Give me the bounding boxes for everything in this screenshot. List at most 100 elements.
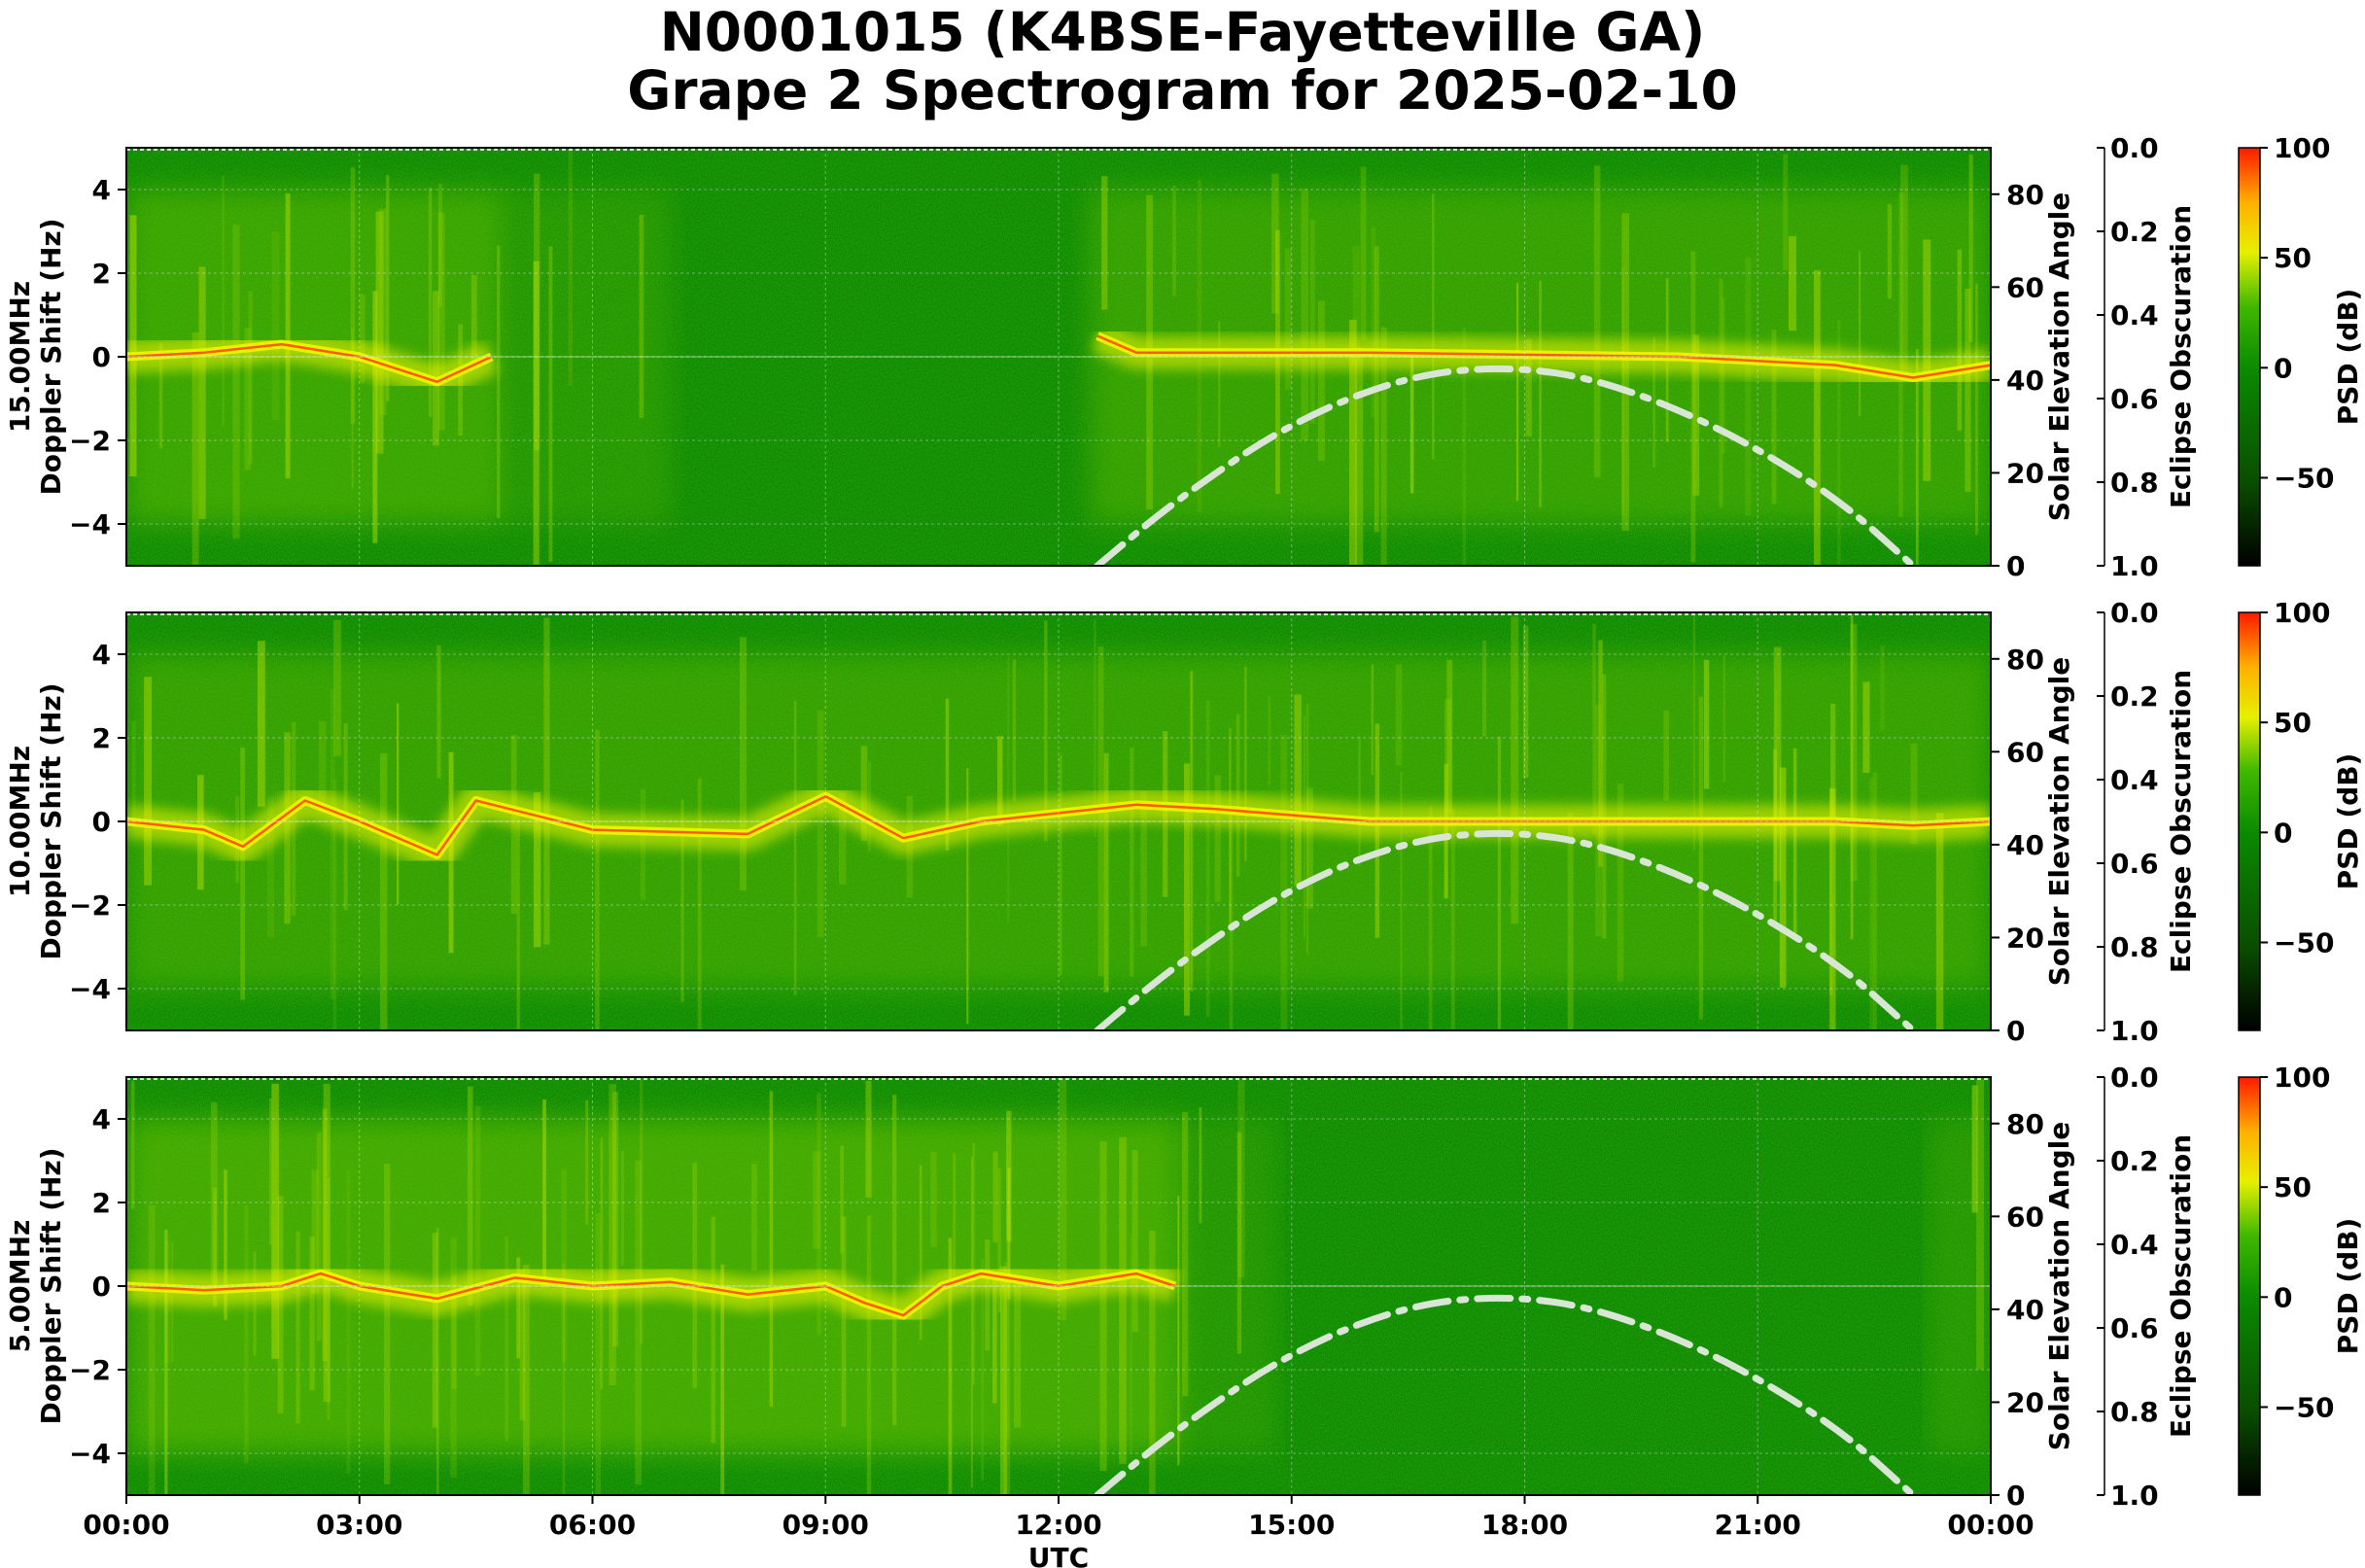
spread-streak	[332, 779, 337, 1030]
spread-streak	[609, 1084, 616, 1386]
spread-streak	[542, 1099, 546, 1288]
spread-streak	[1014, 1282, 1022, 1428]
spread-streak	[970, 1157, 973, 1488]
spread-streak	[1968, 154, 1973, 343]
spread-streak	[817, 1093, 821, 1336]
frequency-label: 15.00MHz	[4, 281, 36, 433]
right-tick-label: 40	[2006, 1294, 2044, 1326]
spread-streak	[1745, 258, 1752, 516]
spread-streak	[534, 173, 540, 451]
spread-streak	[1103, 752, 1109, 993]
spread-streak	[639, 1077, 643, 1343]
y-tick-label: −4	[69, 973, 111, 1005]
spread-streak	[322, 1108, 328, 1362]
spread-streak	[1149, 1230, 1156, 1495]
spread-streak	[271, 231, 280, 420]
eclipse-tick-label: 0.8	[2110, 931, 2159, 963]
spread-streak	[1044, 620, 1048, 842]
spread-streak	[1652, 336, 1655, 468]
frequency-label: 5.00MHz	[4, 1220, 36, 1353]
y-tick-label: −2	[69, 425, 111, 457]
colorbar-tick-label: 50	[2274, 242, 2312, 274]
spread-streak	[1093, 618, 1096, 837]
spread-streak	[720, 1264, 724, 1495]
spread-streak	[1400, 771, 1403, 1030]
spread-streak	[1850, 623, 1858, 882]
spread-streak	[953, 1153, 956, 1281]
spread-streak	[351, 327, 354, 489]
spread-streak	[1371, 664, 1374, 776]
spread-streak	[1229, 813, 1234, 1030]
spread-streak	[360, 294, 365, 383]
spread-streak	[945, 698, 950, 851]
eclipse-tick-label: 0.8	[2110, 1396, 2159, 1428]
x-axis-label: UTC	[1028, 1542, 1089, 1568]
spread-streak	[1450, 808, 1455, 1030]
spread-streak	[1567, 812, 1574, 1030]
right-tick-label: 20	[2006, 922, 2044, 954]
psd-colorbar	[2238, 611, 2261, 1031]
eclipse-tick-label: 0.4	[2110, 1229, 2159, 1261]
grid	[126, 148, 1991, 566]
eclipse-tick-label: 0.2	[2110, 216, 2159, 248]
spread-streak	[1371, 227, 1376, 418]
spread-streak	[1830, 703, 1836, 817]
spread-streak	[158, 342, 163, 449]
y-tick-label: 4	[92, 639, 111, 671]
spread-streak	[1130, 1233, 1132, 1452]
frequency-label: 10.00MHz	[4, 746, 36, 897]
eclipse-tick-label: 0.0	[2110, 597, 2159, 629]
spread-streak	[1497, 736, 1502, 1030]
spread-streak	[985, 1239, 991, 1351]
eclipse-tick-label: 0.4	[2110, 299, 2159, 331]
y-tick-label: −2	[69, 1354, 111, 1386]
spread-streak	[333, 619, 341, 756]
spread-streak	[996, 736, 1003, 826]
spread-streak	[548, 246, 553, 562]
spread-streak	[144, 677, 153, 886]
spread-streak	[595, 729, 600, 1030]
spread-streak	[1205, 700, 1210, 1018]
spread-streak	[841, 1216, 847, 1427]
spread-streak	[680, 799, 684, 1002]
spread-streak	[519, 1269, 526, 1421]
colorbar-tick-label: 100	[2274, 132, 2330, 164]
spread-streak	[1358, 736, 1361, 866]
spread-streak	[224, 1169, 227, 1320]
spread-streak	[318, 721, 327, 814]
spread-streak	[1511, 616, 1519, 924]
eclipse-tick-label: 0.4	[2110, 764, 2159, 796]
spread-streak	[1617, 783, 1624, 982]
chart-title-line1: N0001015 (K4BSE-Fayetteville GA)	[659, 1, 1706, 63]
spread-streak	[1294, 694, 1302, 887]
spread-streak	[639, 214, 644, 419]
spread-streak	[257, 641, 265, 807]
colorbar-tick-label: −50	[2274, 1391, 2334, 1423]
spread-streak	[428, 188, 433, 417]
spread-streak	[711, 1216, 715, 1444]
spread-streak	[981, 1258, 984, 1481]
spread-streak	[386, 175, 390, 402]
spread-streak	[1975, 283, 1978, 536]
spread-streak	[1237, 1079, 1245, 1278]
panel-15.00MHz: 420−2−415.00MHz Doppler Shift (Hz)8060402…	[4, 132, 2364, 582]
spread-streak	[1184, 763, 1190, 1016]
x-tick-label: 03:00	[316, 1509, 402, 1541]
spread-streak	[244, 328, 252, 470]
y-tick-label: 0	[92, 341, 111, 373]
x-tick-label: 09:00	[783, 1509, 869, 1541]
colorbar-tick-label: −50	[2274, 926, 2334, 958]
colorbar-tick-label: 100	[2274, 597, 2330, 629]
spread-streak	[311, 1169, 319, 1294]
spread-streak	[813, 1151, 820, 1250]
spread-streak	[1236, 1132, 1242, 1354]
spread-streak	[346, 1169, 351, 1475]
y-tick-label: 0	[92, 806, 111, 838]
right-axis-label: Solar Elevation Angle	[2043, 657, 2075, 986]
spread-streak	[600, 1137, 604, 1390]
right-axis-label: Solar Elevation Angle	[2043, 192, 2075, 521]
spread-streak	[372, 291, 378, 543]
spread-streak	[635, 1160, 643, 1485]
spread-streak	[568, 149, 574, 386]
spread-streak	[1515, 283, 1519, 502]
